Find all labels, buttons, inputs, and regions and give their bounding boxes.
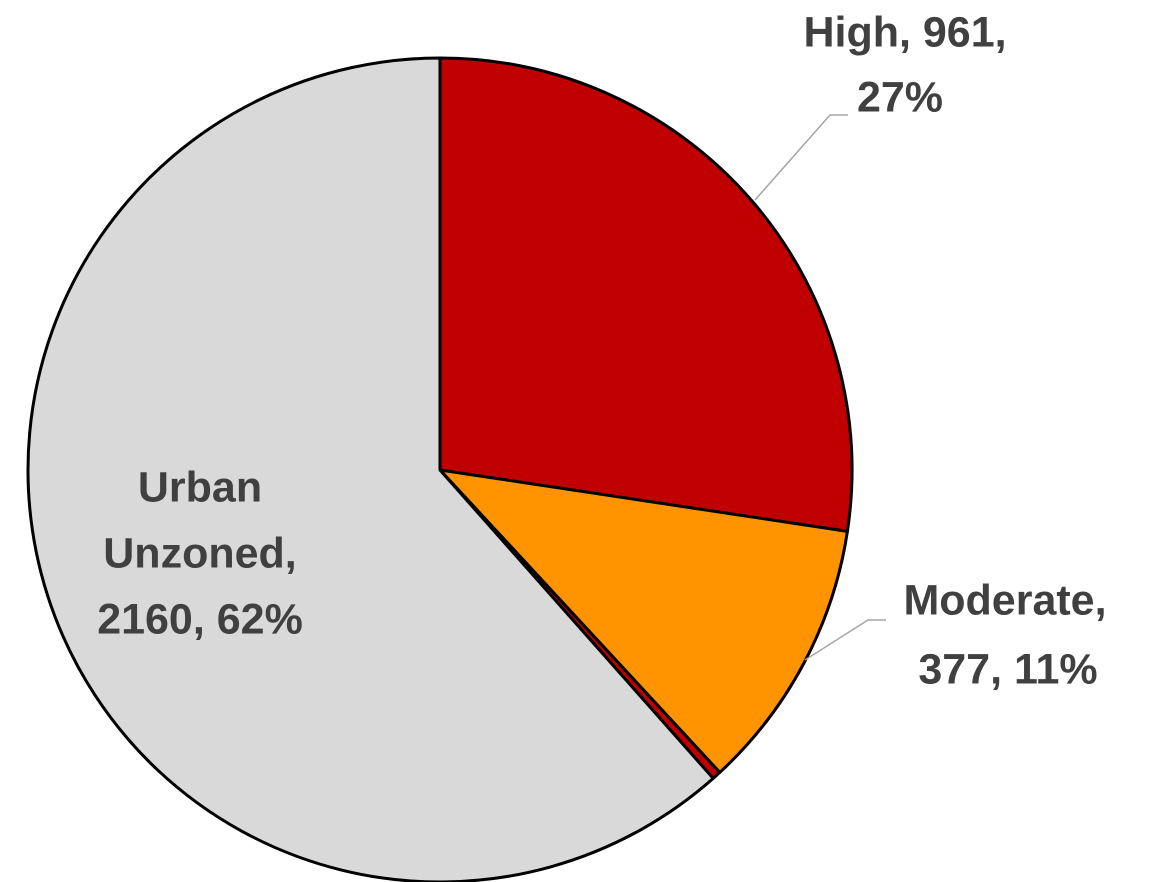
pie-slice bbox=[438, 56, 854, 533]
data-label: High, 961, bbox=[803, 8, 1006, 56]
data-label: Unzoned, bbox=[103, 529, 296, 577]
pie bbox=[26, 56, 854, 882]
leader-line bbox=[804, 619, 886, 661]
data-labels: High, 961, 27% Moderate, 377, 11% Urban Unzon… bbox=[97, 8, 1106, 693]
data-label: Urban bbox=[138, 463, 262, 511]
data-label: 377, 11% bbox=[918, 645, 1097, 693]
leader-line bbox=[754, 114, 848, 201]
data-label: 27% bbox=[857, 73, 943, 121]
pie-slice bbox=[26, 56, 715, 882]
pie-slice bbox=[438, 468, 849, 774]
data-label: 2160, 62% bbox=[97, 595, 303, 643]
data-label: Moderate, bbox=[903, 576, 1106, 624]
